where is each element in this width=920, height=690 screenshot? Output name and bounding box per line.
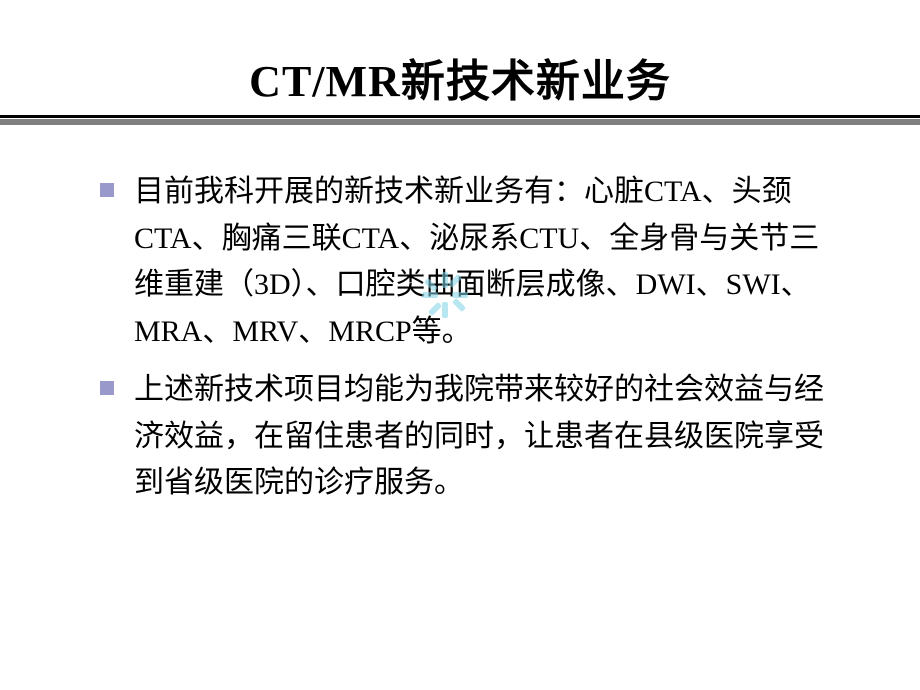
title-underline: [0, 115, 920, 118]
slide-container: CT/MR新技术新业务 目前我科开展的新技术新业务有：心脏CTA、头颈CTA、胸…: [0, 0, 920, 690]
bullet-icon: [100, 183, 114, 197]
list-item: 目前我科开展的新技术新业务有：心脏CTA、头颈CTA、胸痛三联CTA、泌尿系CT…: [100, 169, 840, 355]
bullet-icon: [100, 381, 114, 395]
bullet-text: 目前我科开展的新技术新业务有：心脏CTA、头颈CTA、胸痛三联CTA、泌尿系CT…: [134, 169, 840, 355]
title-underline-shadow: [0, 119, 920, 125]
slide-title: CT/MR新技术新业务: [80, 45, 840, 109]
list-item: 上述新技术项目均能为我院带来较好的社会效益与经济效益，在留住患者的同时，让患者在…: [100, 367, 840, 507]
bullet-text: 上述新技术项目均能为我院带来较好的社会效益与经济效益，在留住患者的同时，让患者在…: [134, 367, 840, 507]
slide-content: 目前我科开展的新技术新业务有：心脏CTA、头颈CTA、胸痛三联CTA、泌尿系CT…: [80, 169, 840, 507]
